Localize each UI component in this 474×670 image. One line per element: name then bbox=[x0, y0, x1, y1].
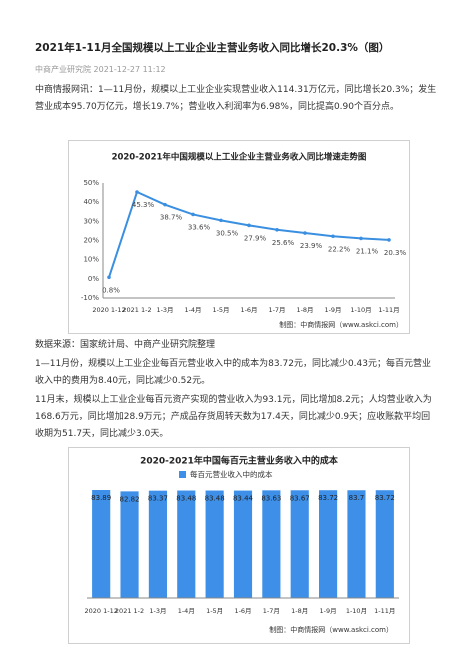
x-tick-label: 1-6月 bbox=[240, 306, 257, 314]
x-tick-label: 1-5月 bbox=[206, 607, 223, 615]
legend-swatch bbox=[179, 471, 186, 478]
data-label: 83.72 bbox=[375, 494, 395, 502]
bar bbox=[290, 490, 309, 598]
data-label: 22.2% bbox=[328, 245, 351, 253]
paragraph: 中商情报网讯：1—11月份，规模以上工业企业实现营业收入114.31万亿元，同比… bbox=[35, 85, 437, 112]
bar bbox=[233, 490, 253, 598]
chart-source: 制图：中商情报网（www.askci.com） bbox=[269, 625, 393, 634]
y-tick-label: -10% bbox=[81, 294, 99, 302]
article-meta: 中商产业研究院 2021-12-27 11:12 bbox=[35, 65, 166, 74]
data-label: 27.9% bbox=[244, 234, 267, 242]
data-label: 23.9% bbox=[300, 242, 323, 250]
data-label: 83.48 bbox=[205, 495, 225, 503]
data-label: 83.67 bbox=[290, 494, 310, 502]
data-point bbox=[303, 231, 307, 235]
chart-title: 2020-2021年中国规模以上工业企业主营业务收入同比增速走势图 bbox=[112, 152, 367, 163]
x-tick-label: 2020 1-12 bbox=[92, 306, 125, 314]
y-tick-label: 30% bbox=[83, 217, 99, 225]
y-tick-label: 40% bbox=[83, 198, 99, 206]
x-tick-label: 1-7月 bbox=[263, 607, 280, 615]
data-label: 83.7 bbox=[349, 494, 365, 502]
x-tick-label: 1-4月 bbox=[184, 306, 201, 314]
paragraph: 11月末，规模以上工业企业每百元资产实现的营业收入为93.1元，同比增加8.2元… bbox=[35, 395, 432, 439]
data-label: 21.1% bbox=[356, 247, 379, 255]
data-label: 83.72 bbox=[318, 494, 338, 502]
y-tick-label: 10% bbox=[83, 256, 99, 264]
data-label: 83.89 bbox=[91, 494, 111, 502]
data-label: 83.48 bbox=[176, 495, 196, 503]
legend-label: 每百元营业收入中的成本 bbox=[190, 469, 273, 479]
data-label: 30.5% bbox=[216, 229, 239, 237]
y-tick-label: 20% bbox=[83, 237, 99, 245]
data-point bbox=[107, 275, 111, 280]
data-label: 83.37 bbox=[148, 495, 168, 503]
bar bbox=[120, 491, 139, 598]
x-tick-label: 1-4月 bbox=[178, 607, 195, 615]
data-point bbox=[247, 223, 251, 228]
data-point bbox=[191, 212, 195, 217]
source-note: 数据来源：国家统计局、中商产业研究院整理 bbox=[35, 340, 216, 350]
chart-source: 制图：中商情报网（www.askci.com） bbox=[279, 320, 403, 329]
bar bbox=[148, 490, 167, 598]
data-point bbox=[219, 218, 223, 223]
chart-title: 2020-2021年中国每百元主营业务收入中的成本 bbox=[140, 455, 339, 467]
data-point bbox=[359, 236, 363, 241]
bar bbox=[375, 490, 394, 598]
data-label: 82.82 bbox=[120, 495, 140, 503]
data-label: 33.6% bbox=[188, 223, 211, 231]
data-point bbox=[135, 190, 139, 194]
bar bbox=[205, 490, 224, 598]
x-tick-label: 1-11月 bbox=[378, 306, 399, 314]
data-point bbox=[331, 234, 335, 239]
x-tick-label: 1-3月 bbox=[156, 306, 173, 314]
x-tick-label: 1-10月 bbox=[346, 607, 367, 615]
article-title: 2021年1-11月全国规模以上工业企业主营业务收入同比增长20.3%（图） bbox=[35, 42, 390, 54]
data-label: 83.44 bbox=[233, 495, 254, 503]
x-tick-label: 2021 1-2 bbox=[115, 607, 144, 615]
chart: 2020-2021年中国规模以上工业企业主营业务收入同比增速走势图 -10% 0% 1… bbox=[68, 140, 410, 334]
x-tick-label: 1-9月 bbox=[320, 607, 337, 615]
y-tick-label: 50% bbox=[83, 179, 99, 187]
x-tick-label: 1-10月 bbox=[350, 306, 371, 314]
data-point bbox=[275, 227, 279, 232]
bar bbox=[319, 490, 338, 598]
x-tick-label: 1-8月 bbox=[296, 306, 313, 314]
data-label: 0.8% bbox=[102, 286, 120, 294]
bar bbox=[347, 490, 366, 598]
data-label: 45.3% bbox=[132, 201, 155, 209]
x-tick-label: 1-6月 bbox=[234, 607, 251, 615]
bar bbox=[92, 490, 111, 598]
data-point bbox=[163, 202, 167, 207]
x-tick-label: 2021 1-2 bbox=[122, 306, 151, 314]
x-tick-label: 1-5月 bbox=[212, 306, 229, 314]
bar bbox=[177, 490, 196, 598]
paragraph: 1—11月份，规模以上工业企业每百元营业收入中的成本为83.72元，同比减少0.… bbox=[35, 359, 431, 386]
y-tick-label: 0% bbox=[88, 275, 99, 283]
x-tick-label: 1-9月 bbox=[324, 306, 341, 314]
bar bbox=[262, 490, 281, 598]
data-label: 83.63 bbox=[261, 494, 281, 502]
data-point bbox=[387, 238, 391, 242]
x-tick-label: 1-11月 bbox=[374, 607, 395, 615]
x-tick-label: 1-8月 bbox=[291, 607, 308, 615]
data-label: 20.3% bbox=[384, 249, 407, 257]
x-tick-label: 1-3月 bbox=[149, 607, 166, 615]
data-label: 25.6% bbox=[272, 239, 295, 247]
x-tick-label: 1-7月 bbox=[268, 306, 285, 314]
x-tick-label: 2020 1-12 bbox=[84, 607, 117, 615]
data-label: 38.7% bbox=[160, 214, 183, 222]
